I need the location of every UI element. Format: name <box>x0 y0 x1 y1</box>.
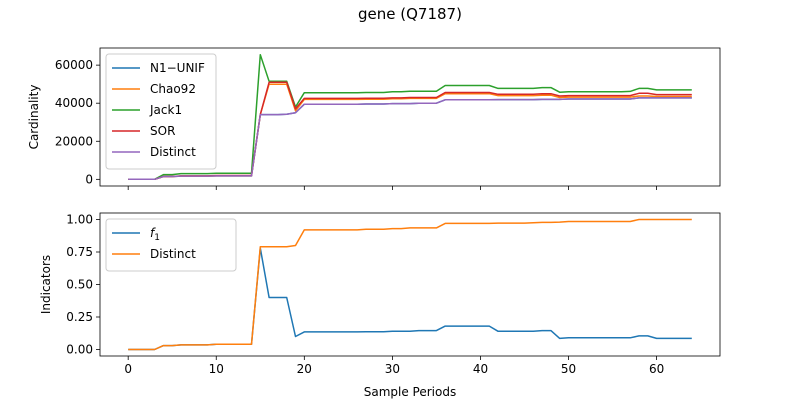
y-tick-label: 60000 <box>55 58 93 72</box>
x-axis-label: Sample Periods <box>364 385 456 399</box>
x-tick-label: 30 <box>385 362 400 376</box>
legend-label: Jack1 <box>149 103 182 117</box>
x-tick-label: 40 <box>473 362 488 376</box>
legend-label: Distinct <box>150 247 196 261</box>
legend-box <box>105 218 237 272</box>
y-tick-label: 0.00 <box>66 343 93 357</box>
y-axis-label: Cardinality <box>27 85 41 150</box>
chart-title: gene (Q7187) <box>358 5 462 23</box>
y-axis-label: Indicators <box>39 255 53 314</box>
legend-box <box>105 53 217 170</box>
y-tick-label: 0.75 <box>66 245 93 259</box>
legend-label: Chao92 <box>150 82 196 96</box>
y-tick-label: 20000 <box>55 134 93 148</box>
axes-frame <box>99 47 721 187</box>
legend-label: Distinct <box>150 145 196 159</box>
x-tick-label: 60 <box>649 362 664 376</box>
legend-label: f1 <box>150 226 160 243</box>
x-tick-label: 0 <box>124 362 132 376</box>
indicators-panel: 0 10 20 30 40 50 60 0.00 0.25 0.50 0.75 1.00 Indicat… <box>39 213 721 376</box>
legend-label: N1−UNIF <box>150 61 205 75</box>
y-tick-label: 0.50 <box>66 278 93 292</box>
y-tick-label: 0 <box>85 172 93 186</box>
y-tick-label: 0.25 <box>66 310 93 324</box>
series-line-2 <box>128 53 692 181</box>
legend-label: SOR <box>150 124 175 138</box>
y-tick-label: 1.00 <box>66 213 93 227</box>
cardinality-panel: 0 20000 40000 60000 Cardinality N1−UNIF Chao92… <box>27 47 721 190</box>
x-tick-label: 50 <box>561 362 576 376</box>
y-tick-label: 40000 <box>55 96 93 110</box>
x-tick-label: 10 <box>209 362 224 376</box>
series-line-1 <box>128 218 692 351</box>
series-line-4 <box>128 97 692 181</box>
x-tick-label: 20 <box>297 362 312 376</box>
